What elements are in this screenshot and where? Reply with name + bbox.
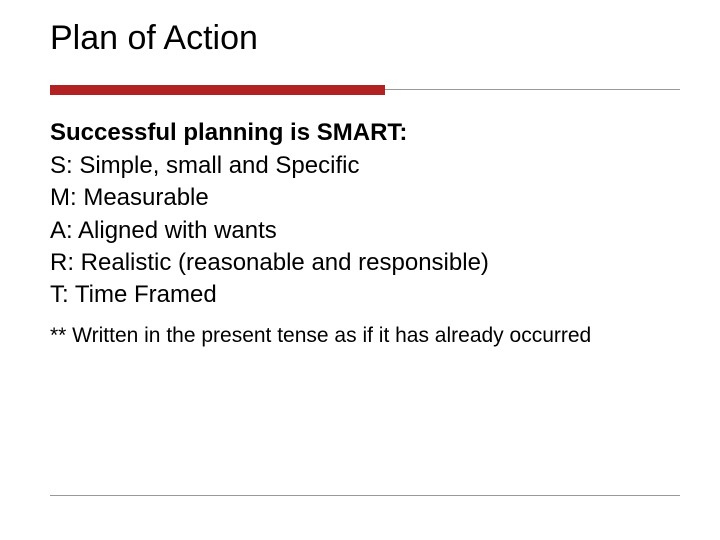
bottom-rule bbox=[50, 495, 680, 496]
smart-m-line: M: Measurable bbox=[50, 182, 680, 214]
body-content: Successful planning is SMART: S: Simple,… bbox=[50, 117, 680, 311]
smart-s-line: S: Simple, small and Specific bbox=[50, 150, 680, 182]
smart-t-line: T: Time Framed bbox=[50, 279, 680, 311]
slide-title: Plan of Action bbox=[50, 20, 680, 57]
smart-heading: Successful planning is SMART: bbox=[50, 117, 680, 149]
title-divider bbox=[50, 85, 680, 95]
slide-container: Plan of Action Successful planning is SM… bbox=[0, 0, 720, 540]
smart-a-line: A: Aligned with wants bbox=[50, 215, 680, 247]
smart-r-line-part2: responsible) bbox=[358, 249, 489, 276]
footnote-text: ** Written in the present tense as if it… bbox=[50, 322, 680, 349]
divider-thin-line bbox=[385, 89, 680, 90]
smart-r-line-part1: R: Realistic (reasonable and bbox=[50, 249, 352, 276]
divider-accent-bar bbox=[50, 85, 385, 95]
smart-r-line: R: Realistic (reasonable and responsible… bbox=[50, 247, 680, 279]
